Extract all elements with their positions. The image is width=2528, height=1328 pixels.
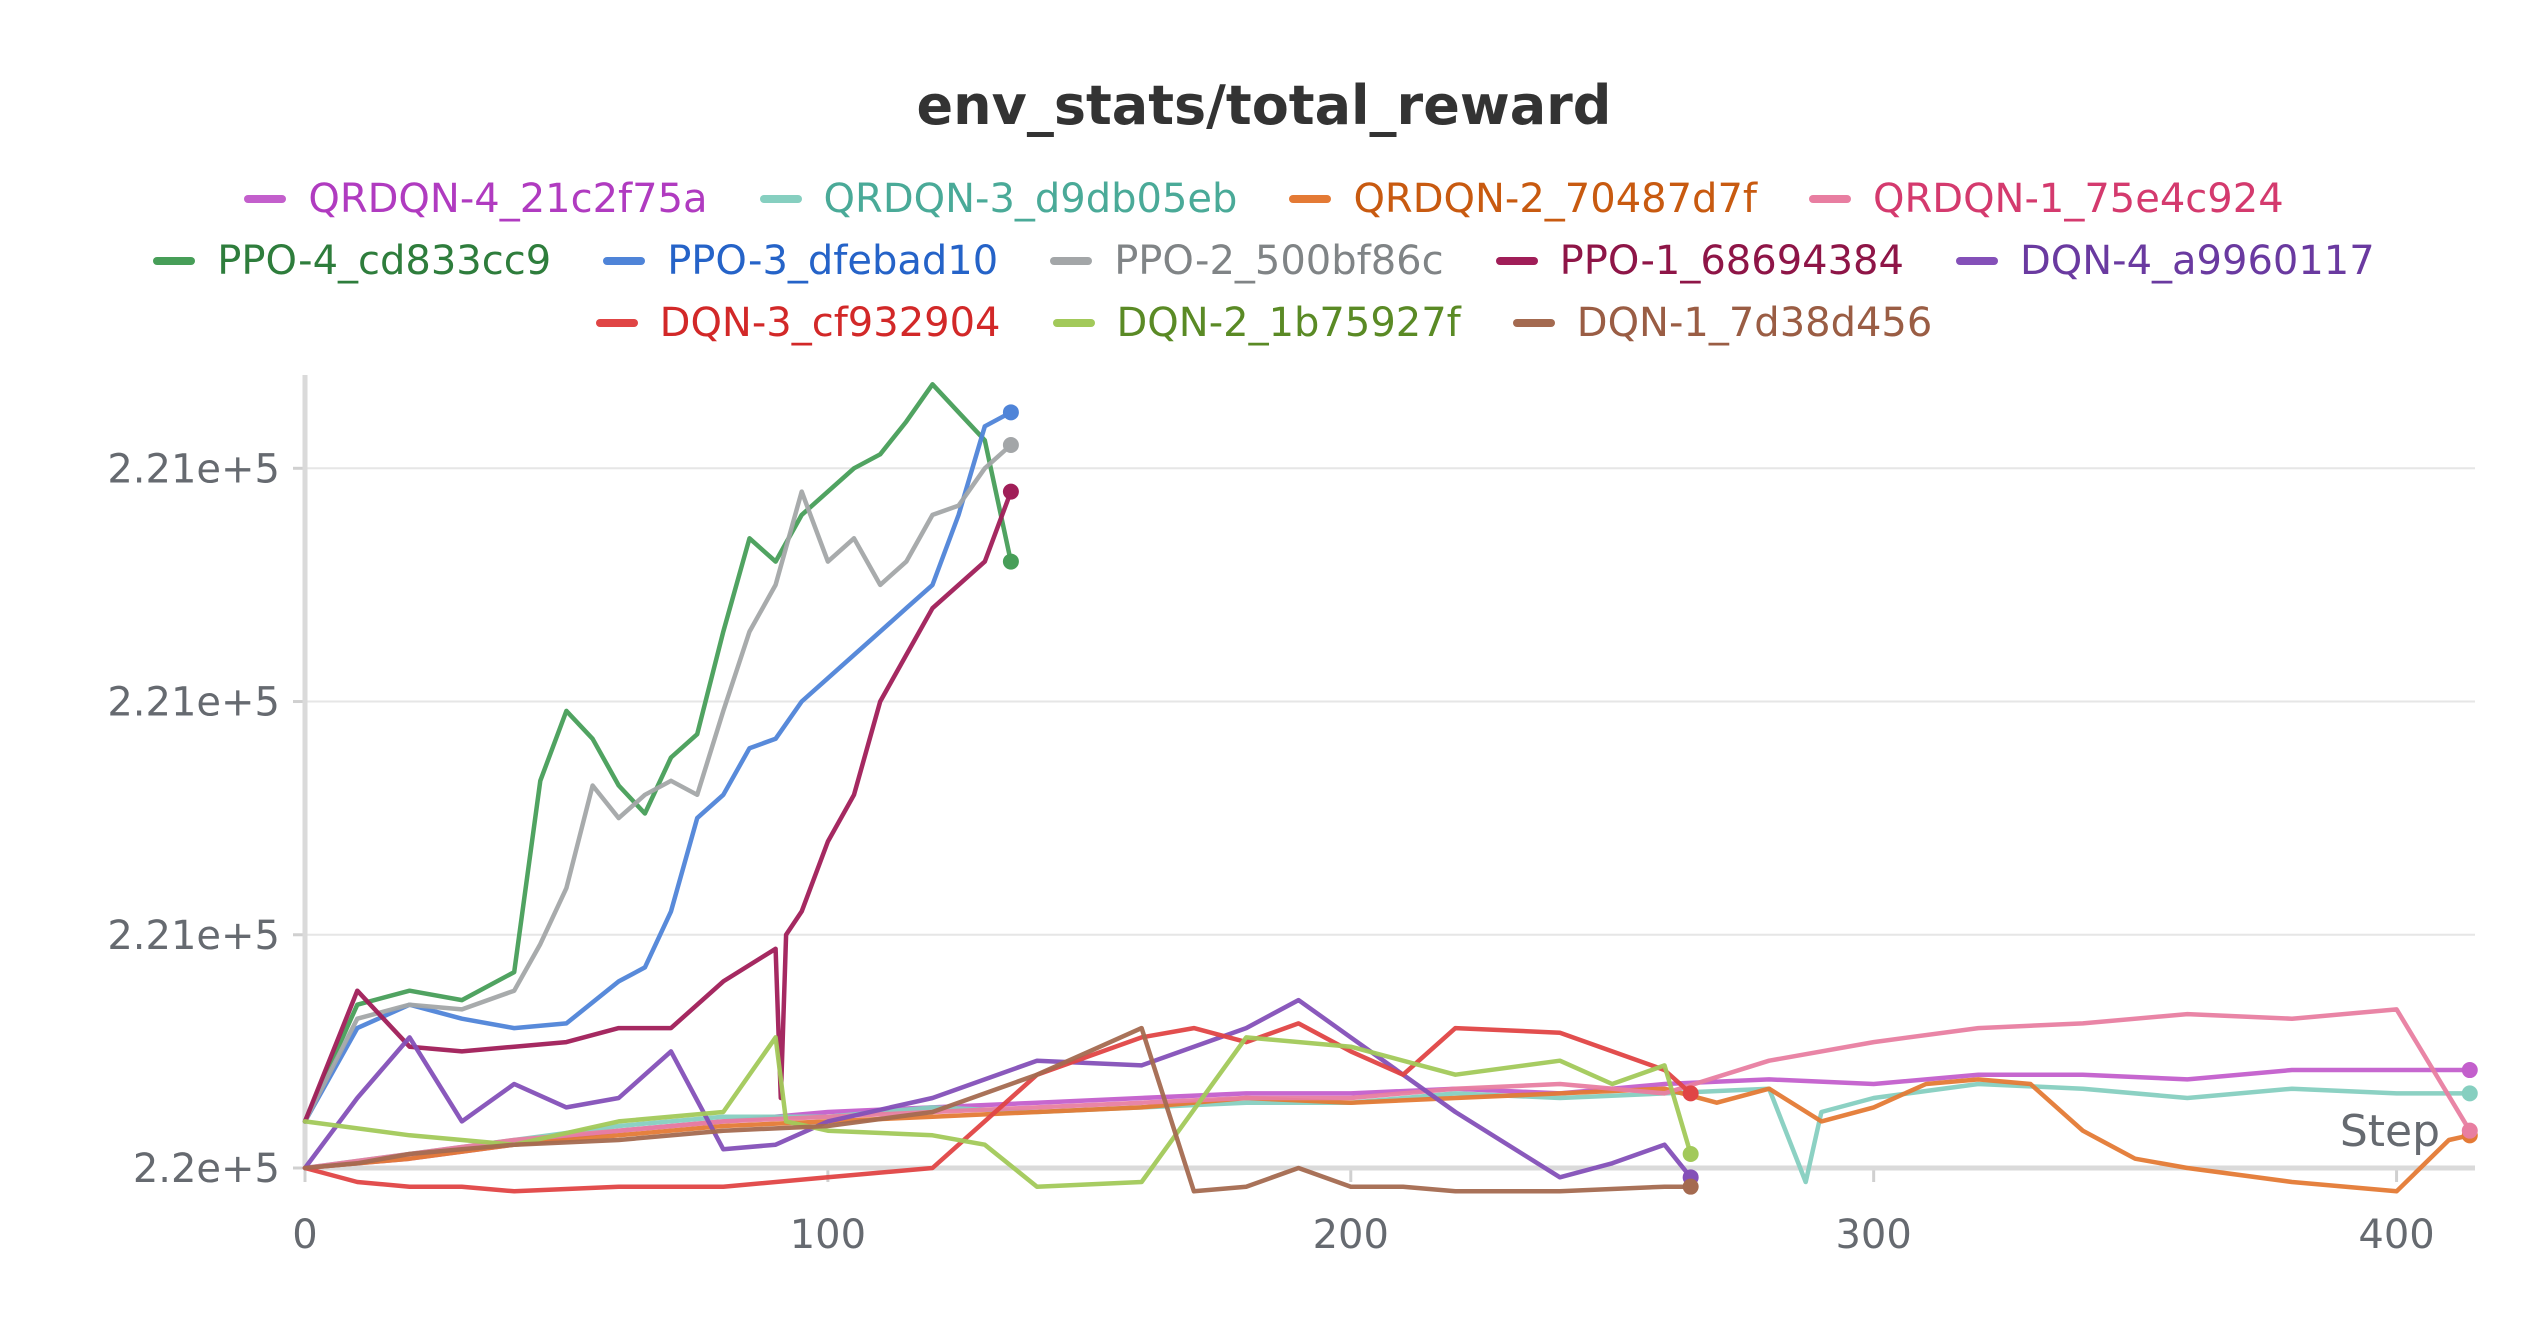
legend-swatch (595, 319, 638, 327)
series-line (302, 1025, 1693, 1194)
series-line (302, 1021, 1693, 1194)
legend-swatch (1050, 257, 1093, 265)
legend-swatch (1955, 257, 1998, 265)
series-end-markers (1002, 404, 2478, 1195)
legend-swatch (244, 195, 287, 203)
y-tick-label: 2.21e+5 (107, 913, 280, 959)
legend-item[interactable]: DQN-4_a9960117 (1955, 238, 2375, 284)
legend: QRDQN-4_21c2f75a QRDQN-3_d9db05eb QRDQN-2_… (0, 168, 2528, 354)
series-end-point (1682, 1146, 1699, 1163)
legend-label: QRDQN-1_75e4c924 (1872, 176, 2284, 222)
legend-item[interactable]: PPO-3_dfebad10 (603, 238, 998, 284)
legend-label: DQN-4_a9960117 (2019, 238, 2375, 284)
legend-item[interactable]: QRDQN-4_21c2f75a (244, 176, 708, 222)
x-tick-label: 0 (292, 1212, 317, 1258)
x-tick-label: 300 (1835, 1212, 1911, 1258)
series-end-point (2461, 1122, 2478, 1139)
legend-label: PPO-2_500bf86c (1114, 238, 1444, 284)
series-end-point (1002, 553, 1019, 570)
legend-row: DQN-3_cf932904 DQN-2_1b75927f DQN-1_7d38d4… (0, 292, 2528, 354)
legend-item[interactable]: DQN-2_1b75927f (1052, 300, 1461, 346)
legend-swatch (1289, 195, 1332, 203)
legend-row: PPO-4_cd833cc9 PPO-3_dfebad10 PPO-2_500bf8… (0, 230, 2528, 292)
legend-label: DQN-2_1b75927f (1116, 300, 1461, 346)
legend-item[interactable]: PPO-2_500bf86c (1050, 238, 1444, 284)
series-end-point (1002, 436, 1019, 453)
x-tick-label: 100 (790, 1212, 866, 1258)
legend-label: DQN-3_cf932904 (659, 300, 1001, 346)
legend-swatch (759, 195, 802, 203)
axes: 2.2e+5 2.21e+5 2.21e+5 2.21e+5 0 100 200 300 400 (107, 375, 2475, 1258)
legend-label: QRDQN-2_70487d7f (1353, 176, 1757, 222)
legend-label: PPO-1_68694384 (1559, 238, 1904, 284)
legend-label: QRDQN-3_d9db05eb (823, 176, 1238, 222)
legend-item[interactable]: QRDQN-2_70487d7f (1289, 176, 1757, 222)
legend-item[interactable]: DQN-1_7d38d456 (1512, 300, 1933, 346)
series-line (302, 489, 1014, 1124)
legend-swatch (153, 257, 196, 265)
legend-item[interactable]: QRDQN-3_d9db05eb (759, 176, 1238, 222)
series-lines (302, 382, 2473, 1194)
legend-swatch (603, 257, 646, 265)
series-line (302, 410, 1014, 1124)
series-end-point (2461, 1062, 2478, 1079)
y-tick-label: 2.2e+5 (133, 1146, 280, 1192)
legend-label: PPO-3_dfebad10 (667, 238, 999, 284)
legend-item[interactable]: DQN-3_cf932904 (595, 300, 1001, 346)
series-end-point (1682, 1178, 1699, 1195)
series-line (302, 1007, 2473, 1171)
series-line (302, 382, 1014, 1124)
series-line (302, 997, 1693, 1180)
legend-item[interactable]: PPO-4_cd833cc9 (153, 238, 551, 284)
legend-item[interactable]: PPO-1_68694384 (1495, 238, 1904, 284)
legend-swatch (1495, 257, 1538, 265)
series-end-point (1002, 404, 1019, 421)
x-tick-label: 400 (2358, 1212, 2434, 1258)
legend-label: DQN-1_7d38d456 (1576, 300, 1933, 346)
legend-swatch (1512, 319, 1555, 327)
legend-label: QRDQN-4_21c2f75a (308, 176, 708, 222)
legend-swatch (1808, 195, 1851, 203)
legend-item[interactable]: QRDQN-1_75e4c924 (1808, 176, 2284, 222)
x-axis-label: Step (2340, 1106, 2440, 1157)
series-line (302, 442, 1014, 1124)
legend-swatch (1052, 319, 1095, 327)
series-end-point (2461, 1085, 2478, 1102)
x-tick-label: 200 (1313, 1212, 1389, 1258)
y-tick-label: 2.21e+5 (107, 680, 280, 726)
y-tick-label: 2.21e+5 (107, 446, 280, 492)
legend-row: QRDQN-4_21c2f75a QRDQN-3_d9db05eb QRDQN-2_… (0, 168, 2528, 230)
series-line (302, 1035, 1693, 1189)
series-end-point (1682, 1085, 1699, 1102)
legend-label: PPO-4_cd833cc9 (217, 238, 552, 284)
chart-title: env_stats/total_reward (916, 74, 1612, 137)
series-end-point (1002, 483, 1019, 500)
